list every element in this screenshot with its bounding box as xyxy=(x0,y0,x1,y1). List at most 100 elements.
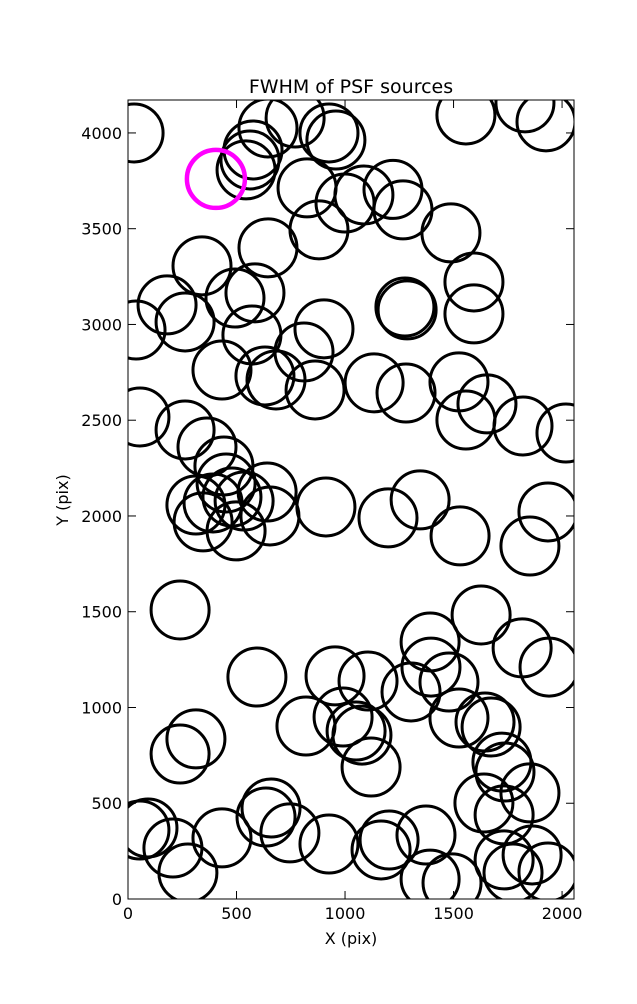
source-marker xyxy=(149,579,211,641)
source-marker xyxy=(128,102,165,164)
source-marker xyxy=(399,848,461,899)
source-marker xyxy=(343,352,405,414)
source-marker xyxy=(298,813,360,875)
source-marker xyxy=(435,389,497,451)
x-tick-label: 2000 xyxy=(542,904,583,923)
source-marker xyxy=(340,736,402,798)
source-marker xyxy=(312,686,374,748)
source-marker xyxy=(376,279,438,341)
source-marker xyxy=(221,304,283,366)
y-tick-label: 0 xyxy=(112,890,122,909)
source-marker xyxy=(453,772,515,834)
source-marker xyxy=(473,784,535,846)
source-marker xyxy=(264,100,326,149)
source-marker xyxy=(165,708,227,770)
source-marker xyxy=(171,235,233,297)
source-marker xyxy=(499,515,561,577)
y-tick-label: 500 xyxy=(91,794,122,813)
source-marker xyxy=(474,741,536,803)
source-marker xyxy=(400,636,462,698)
source-marker xyxy=(288,199,350,261)
source-marker xyxy=(482,842,544,899)
y-axis-label: Y (pix) xyxy=(53,474,72,526)
source-marker xyxy=(337,650,399,712)
source-marker xyxy=(236,461,298,523)
y-tick-label: 3500 xyxy=(81,220,122,239)
source-marker xyxy=(240,777,302,839)
source-marker xyxy=(350,819,412,881)
source-marker xyxy=(325,700,387,762)
source-marker xyxy=(298,102,360,164)
source-marker xyxy=(136,274,198,336)
source-marker xyxy=(245,349,307,411)
source-marker xyxy=(460,696,522,758)
source-marker xyxy=(389,469,451,531)
source-marker xyxy=(515,100,574,153)
source-marker xyxy=(195,452,257,514)
y-tick-label: 1500 xyxy=(81,603,122,622)
source-marker xyxy=(128,797,179,859)
x-tick-label: 1500 xyxy=(433,904,474,923)
source-marker xyxy=(304,645,366,707)
source-marker xyxy=(499,762,561,824)
x-axis-label: X (pix) xyxy=(325,929,378,948)
chart-title: FWHM of PSF sources xyxy=(249,76,453,98)
source-marker xyxy=(421,852,483,899)
x-tick-label: 0 xyxy=(123,904,133,923)
source-marker xyxy=(154,399,216,461)
source-marker xyxy=(284,359,346,421)
source-marker xyxy=(235,786,297,848)
source-marker xyxy=(535,402,574,464)
plot-frame xyxy=(127,99,575,900)
source-marker xyxy=(380,661,442,723)
source-marker xyxy=(128,386,171,448)
source-marker xyxy=(518,636,574,698)
source-marker xyxy=(205,500,267,562)
source-marker xyxy=(418,651,480,713)
y-tick-label: 1000 xyxy=(81,698,122,717)
source-marker xyxy=(358,809,420,871)
source-marker xyxy=(237,100,299,159)
source-marker xyxy=(234,345,296,407)
source-marker xyxy=(395,804,457,866)
source-marker xyxy=(429,505,491,567)
source-marker xyxy=(226,646,288,708)
y-tick-label: 4000 xyxy=(81,124,122,143)
source-marker xyxy=(191,339,253,401)
source-marker xyxy=(215,139,277,201)
source-marker xyxy=(492,395,554,457)
source-marker xyxy=(357,487,419,549)
source-marker xyxy=(375,362,437,424)
source-marker xyxy=(295,476,357,538)
source-marker xyxy=(149,723,211,785)
y-tick-label: 2500 xyxy=(81,411,122,430)
source-marker xyxy=(204,267,266,329)
source-marker xyxy=(473,829,535,891)
source-marker xyxy=(276,157,338,219)
source-marker xyxy=(154,291,216,353)
source-marker xyxy=(333,164,395,226)
y-tick-label: 3000 xyxy=(81,315,122,334)
source-marker xyxy=(157,842,219,899)
source-marker xyxy=(259,802,321,864)
x-tick-label: 500 xyxy=(221,904,252,923)
source-marker xyxy=(184,147,248,211)
source-marker xyxy=(172,491,234,553)
x-tick-label: 1000 xyxy=(325,904,366,923)
source-marker xyxy=(443,251,505,313)
source-marker xyxy=(501,824,563,886)
source-marker xyxy=(494,100,556,134)
source-marker xyxy=(224,262,286,324)
source-marker xyxy=(374,276,436,338)
source-marker xyxy=(517,841,574,899)
source-marker xyxy=(450,584,512,646)
source-marker xyxy=(128,299,167,361)
source-marker xyxy=(435,100,497,146)
y-tick-label: 2000 xyxy=(81,507,122,526)
source-marker xyxy=(305,109,367,171)
source-marker xyxy=(443,283,505,345)
source-marker xyxy=(191,807,253,869)
source-marker xyxy=(428,687,490,749)
source-marker xyxy=(491,617,553,679)
